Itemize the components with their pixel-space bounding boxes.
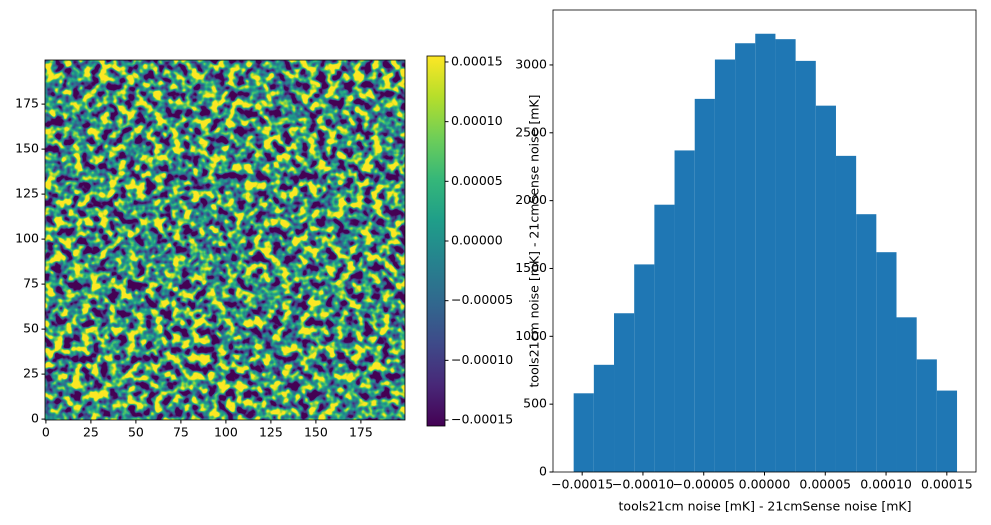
x-tick-label: 0.00000	[739, 477, 791, 492]
x-tick-label: 0.00015	[921, 477, 973, 492]
hist-bar	[674, 150, 695, 473]
y-tick-label: 0	[539, 464, 547, 479]
x-tick-label: 50	[128, 425, 144, 440]
x-tick-label: 125	[259, 425, 283, 440]
y-tick-label: −0.00010	[451, 352, 513, 367]
x-axis-label: tools21cm noise [mK] - 21cmSense noise […	[619, 499, 912, 514]
y-tick-label: 0	[31, 411, 39, 426]
hist-bar	[916, 359, 937, 472]
hist-bar	[654, 204, 675, 473]
y-tick-label: 2500	[515, 124, 547, 139]
hist-bar	[573, 393, 594, 472]
y-tick-label: −0.00015	[451, 412, 513, 427]
x-tick-label: −0.00010	[612, 477, 674, 492]
hist-bar	[755, 33, 776, 472]
hist-bar	[775, 39, 796, 472]
hist-bar	[795, 60, 816, 473]
x-tick-label: 175	[349, 425, 373, 440]
hist-bar	[896, 317, 917, 472]
hist-bar	[735, 43, 756, 473]
y-tick-label: 75	[23, 276, 39, 291]
y-tick-label: 125	[15, 186, 39, 201]
y-tick-label: 3000	[515, 56, 547, 71]
hist-bar	[614, 313, 635, 472]
hist-bar	[876, 252, 897, 472]
y-tick-label: 150	[15, 141, 39, 156]
y-tick-label: 100	[15, 231, 39, 246]
x-tick-label: 150	[304, 425, 328, 440]
y-tick-label: 1000	[515, 328, 547, 343]
hist-bar	[815, 105, 836, 473]
hist-bar	[634, 264, 655, 472]
y-tick-label: 1500	[515, 260, 547, 275]
hist-bar	[835, 155, 857, 473]
y-tick-label: 50	[23, 321, 39, 336]
y-tick-label: 2000	[515, 192, 547, 207]
y-tick-label: 0.00015	[451, 53, 503, 68]
x-tick-label: 0.00010	[860, 477, 912, 492]
colorbar	[427, 56, 445, 426]
x-tick-label: −0.00015	[551, 477, 613, 492]
x-tick-label: −0.00005	[673, 477, 735, 492]
y-tick-label: 0.00000	[451, 233, 503, 248]
x-tick-label: 0	[42, 425, 50, 440]
y-tick-label: −0.00005	[451, 292, 513, 307]
hist-bar	[714, 59, 736, 472]
x-tick-label: 75	[173, 425, 189, 440]
axes-frame	[44, 59, 406, 421]
hist-bar	[593, 364, 615, 472]
x-tick-label: 0.00005	[799, 477, 851, 492]
y-tick-label: 0.00005	[451, 173, 503, 188]
x-tick-label: 25	[83, 425, 99, 440]
hist-bar	[694, 98, 715, 472]
y-tick-label: 175	[15, 96, 39, 111]
y-axis-label: tools21cm noise [mK] - 21cmSense noise […	[527, 95, 542, 388]
hist-bar	[936, 390, 958, 472]
y-tick-label: 0.00010	[451, 113, 503, 128]
noise-image	[45, 60, 405, 420]
y-tick-label: 500	[523, 396, 547, 411]
y-tick-label: 25	[23, 366, 39, 381]
x-tick-label: 100	[214, 425, 238, 440]
hist-bar	[856, 214, 877, 472]
